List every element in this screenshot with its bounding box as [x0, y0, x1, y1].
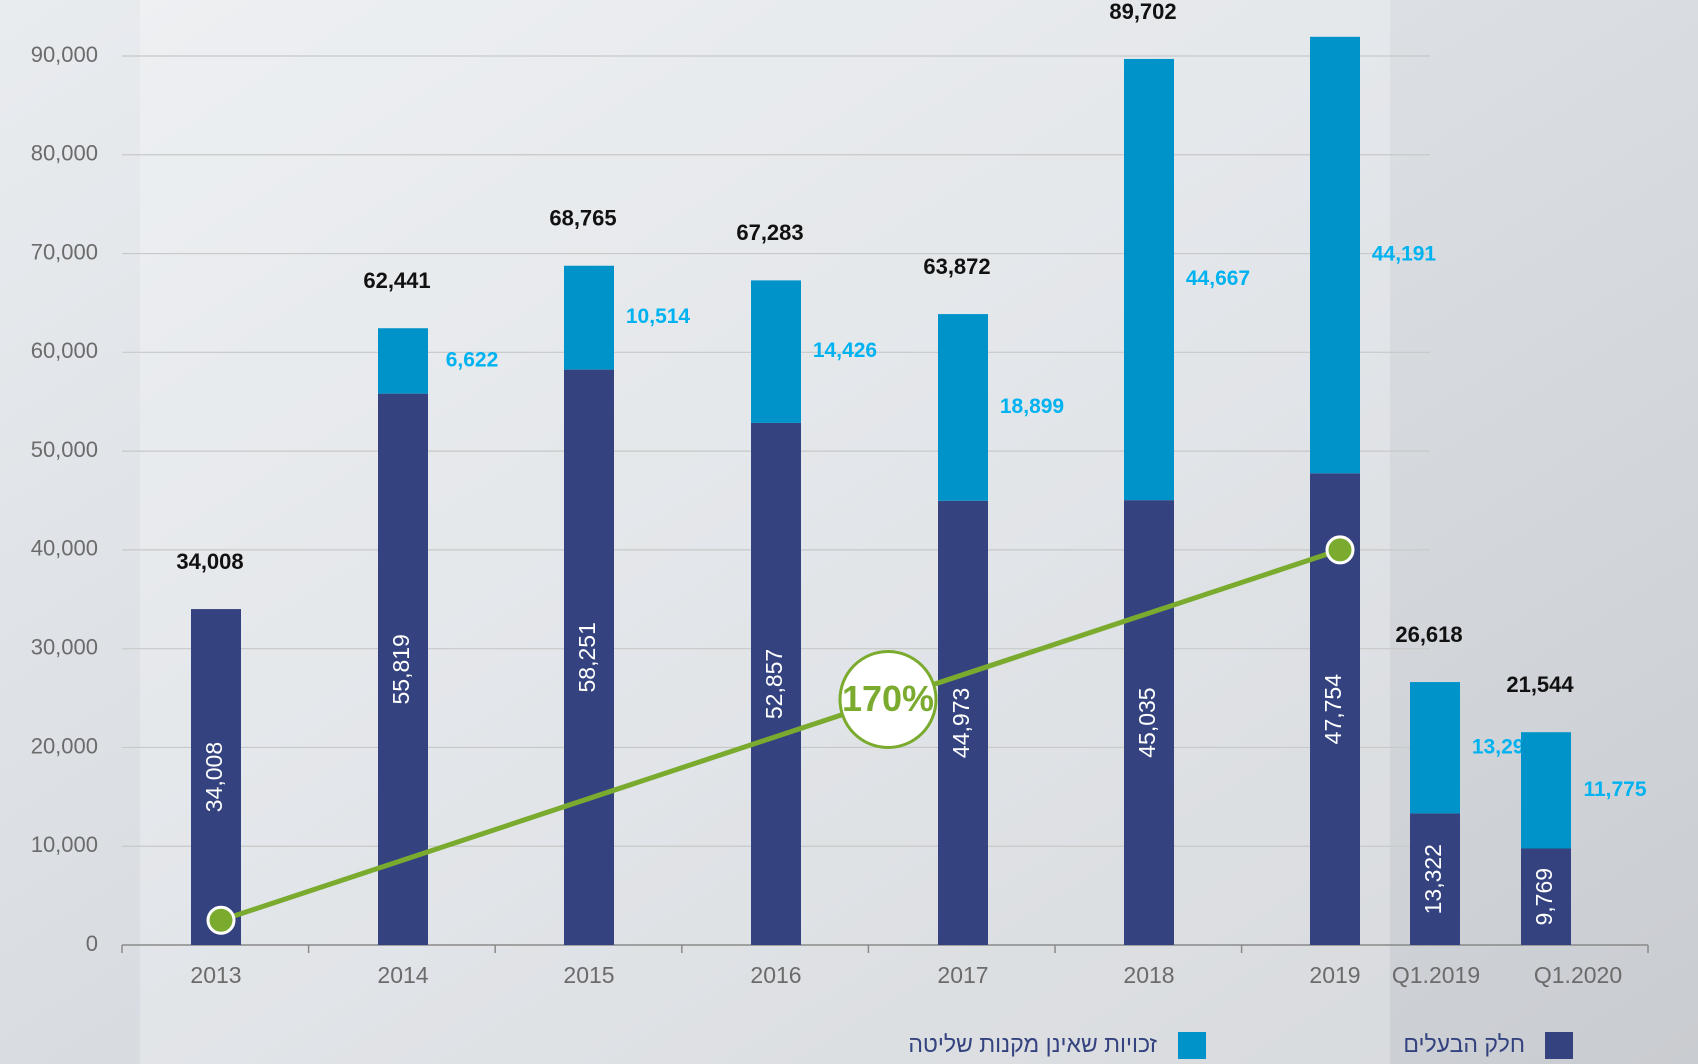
y-tick-label: 80,000: [31, 141, 98, 166]
total-label: 63,872: [923, 254, 990, 279]
legend-swatch: [1545, 1032, 1573, 1059]
bar-segment: [1310, 37, 1360, 474]
segment-label: 44,667: [1186, 267, 1250, 290]
segment-label: 55,819: [388, 634, 414, 704]
trend-label: 170%: [842, 678, 934, 719]
segment-label: 9,769: [1531, 868, 1557, 926]
bar-segment: [1124, 59, 1174, 500]
x-tick-label: 2017: [937, 962, 988, 988]
legend-label: זכויות שאינן מקנות שליטה: [908, 1031, 1157, 1057]
total-label: 91,945: [1295, 0, 1362, 2]
trend-point: [208, 907, 234, 933]
y-tick-label: 20,000: [31, 733, 98, 758]
x-tick-label: 2014: [377, 962, 428, 988]
bar-segment: [938, 314, 988, 501]
segment-label: 14,426: [813, 339, 877, 362]
legend-swatch: [1178, 1032, 1206, 1059]
bar-segment: [378, 328, 428, 393]
y-tick-label: 30,000: [31, 634, 98, 659]
bar-segment: [1410, 682, 1460, 813]
y-tick-label: 70,000: [31, 239, 98, 264]
legend-label: חלק הבעלים: [1403, 1031, 1525, 1057]
x-tick-label: Q1.2020: [1534, 962, 1622, 988]
x-tick-label: Q1.2019: [1392, 962, 1480, 988]
total-label: 26,618: [1395, 622, 1462, 647]
x-tick-label: 2016: [750, 962, 801, 988]
bar-segment: [564, 266, 614, 370]
y-tick-label: 90,000: [31, 42, 98, 67]
segment-label: 44,191: [1372, 243, 1437, 266]
total-label: 89,702: [1109, 0, 1176, 24]
bar-segment: [1521, 732, 1571, 848]
y-tick-label: 40,000: [31, 536, 98, 561]
segment-label: 18,899: [1000, 395, 1064, 418]
chart: 0 10,000 20,000 30,000 40,000 50,000 60,000 70,…: [0, 0, 1698, 1064]
segment-label: 45,035: [1134, 687, 1160, 757]
segment-label: 47,754: [1320, 674, 1346, 745]
segment-label: 6,622: [446, 348, 499, 371]
total-label: 34,008: [176, 549, 243, 574]
x-tick-label: 2019: [1309, 962, 1360, 988]
segment-label: 34,008: [201, 742, 227, 812]
y-tick-label: 50,000: [31, 437, 98, 462]
x-tick-label: 2013: [190, 962, 241, 988]
segment-label: 11,775: [1583, 778, 1646, 801]
x-tick-label: 2015: [563, 962, 614, 988]
total-label: 67,283: [736, 220, 803, 245]
segment-label: 58,251: [574, 622, 600, 692]
y-tick-label: 0: [86, 931, 98, 956]
bar-segment: [751, 280, 801, 422]
segment-label: 44,973: [948, 688, 974, 758]
segment-label: 13,322: [1420, 844, 1446, 914]
segment-label: 10,514: [626, 305, 691, 328]
y-tick-label: 60,000: [31, 338, 98, 363]
trend-point: [1327, 537, 1353, 563]
y-tick-label: 10,000: [31, 832, 98, 857]
total-label: 21,544: [1506, 672, 1574, 697]
total-label: 68,765: [549, 206, 616, 231]
x-tick-label: 2018: [1123, 962, 1174, 988]
segment-label: 52,857: [761, 649, 787, 719]
total-label: 62,441: [363, 268, 430, 293]
